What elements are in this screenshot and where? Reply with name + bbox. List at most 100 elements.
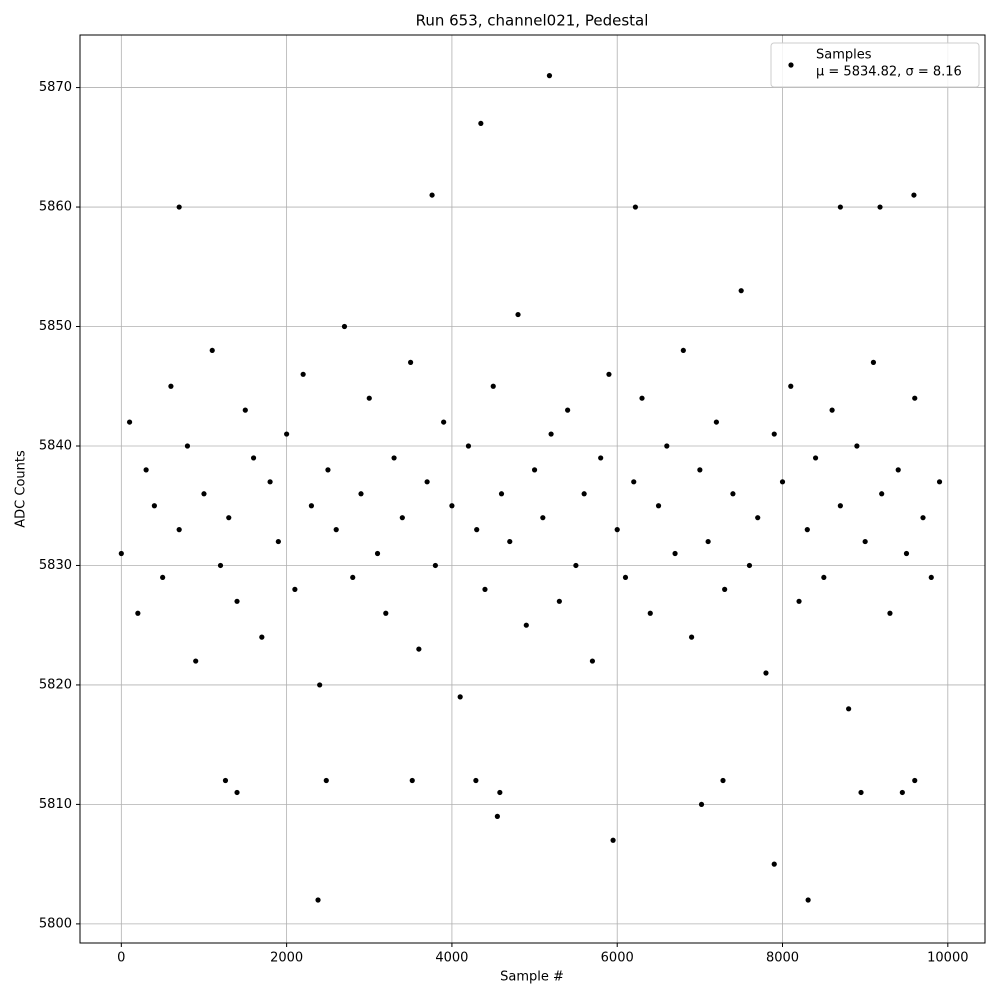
- point: [193, 658, 199, 664]
- point: [267, 479, 273, 485]
- point: [862, 538, 868, 545]
- point: [581, 491, 587, 497]
- point: [655, 503, 662, 509]
- point: [664, 443, 670, 449]
- point: [779, 479, 786, 485]
- point: [720, 777, 726, 784]
- point: [705, 538, 711, 545]
- point: [531, 467, 538, 473]
- x-tick-label: 8000: [766, 951, 799, 966]
- point: [565, 407, 571, 413]
- point: [482, 586, 488, 592]
- point: [548, 431, 554, 437]
- x-tick-label: 10000: [927, 951, 968, 966]
- point: [234, 598, 240, 604]
- point: [796, 598, 802, 604]
- point: [697, 467, 703, 473]
- point: [903, 550, 910, 557]
- point: [292, 586, 298, 592]
- point: [763, 670, 769, 676]
- point: [877, 204, 883, 210]
- point: [374, 550, 381, 557]
- point: [383, 610, 389, 616]
- point: [217, 562, 224, 569]
- point: [771, 861, 777, 867]
- x-tick-label: 4000: [435, 951, 468, 966]
- x-tick-label: 0: [117, 951, 125, 966]
- point: [755, 515, 761, 521]
- point: [176, 527, 182, 533]
- point: [746, 562, 753, 569]
- point: [300, 371, 306, 377]
- point: [854, 443, 860, 449]
- point: [631, 479, 637, 485]
- point: [912, 777, 918, 784]
- point: [672, 550, 678, 557]
- point: [490, 383, 496, 389]
- point: [317, 682, 323, 688]
- point: [118, 550, 124, 557]
- point: [143, 467, 149, 473]
- point: [424, 479, 430, 485]
- point: [222, 777, 229, 784]
- point: [168, 383, 174, 389]
- point: [887, 610, 893, 616]
- point: [457, 694, 463, 700]
- y-tick-label: 5810: [39, 797, 72, 812]
- point: [465, 443, 472, 449]
- point: [573, 562, 579, 569]
- y-tick-label: 5870: [39, 80, 72, 95]
- point: [837, 503, 843, 509]
- point: [323, 777, 329, 784]
- point: [614, 527, 620, 533]
- chart-title: Run 653, channel021, Pedestal: [416, 12, 649, 30]
- y-tick-label: 5850: [39, 319, 72, 334]
- point: [474, 527, 480, 533]
- point: [226, 515, 232, 521]
- y-tick-label: 5840: [39, 438, 72, 453]
- point: [126, 419, 133, 425]
- point: [606, 371, 612, 377]
- point: [870, 359, 877, 365]
- point: [308, 503, 315, 509]
- plot-frame: [79, 34, 986, 944]
- point: [680, 347, 686, 354]
- legend-stats: μ = 5834.82, σ = 8.16: [816, 65, 962, 80]
- x-tick-label: 6000: [601, 951, 634, 966]
- point: [473, 777, 479, 784]
- point: [341, 323, 348, 330]
- point: [234, 789, 240, 796]
- point: [639, 395, 645, 401]
- point: [523, 622, 529, 628]
- point: [259, 634, 265, 640]
- point: [449, 503, 455, 509]
- point: [209, 347, 215, 354]
- point: [647, 610, 653, 616]
- point: [540, 515, 546, 521]
- point: [589, 658, 596, 664]
- point: [432, 562, 438, 569]
- point: [498, 491, 505, 497]
- point: [912, 395, 918, 401]
- point: [698, 801, 705, 808]
- point: [622, 574, 629, 581]
- point: [879, 491, 885, 497]
- point: [899, 789, 905, 796]
- point: [184, 443, 191, 449]
- point: [315, 897, 321, 903]
- point: [788, 383, 794, 389]
- point: [515, 311, 521, 318]
- point: [358, 491, 364, 497]
- point: [610, 837, 616, 843]
- point: [771, 431, 777, 437]
- point: [821, 574, 827, 581]
- point: [858, 789, 864, 796]
- point: [441, 419, 447, 425]
- point: [160, 574, 166, 581]
- legend-label: Samples: [816, 48, 872, 63]
- point: [738, 288, 744, 294]
- point: [350, 574, 356, 581]
- point: [730, 491, 736, 497]
- point: [284, 431, 290, 437]
